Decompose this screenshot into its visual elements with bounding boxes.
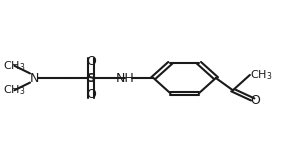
Text: CH$_3$: CH$_3$ (3, 83, 26, 97)
Text: NH: NH (116, 71, 134, 85)
Text: CH$_3$: CH$_3$ (250, 68, 272, 82)
Text: O: O (86, 88, 96, 101)
Text: O: O (251, 95, 260, 107)
Text: O: O (86, 55, 96, 68)
Text: N: N (30, 71, 39, 85)
Text: CH$_3$: CH$_3$ (3, 59, 26, 73)
Text: S: S (86, 71, 95, 85)
